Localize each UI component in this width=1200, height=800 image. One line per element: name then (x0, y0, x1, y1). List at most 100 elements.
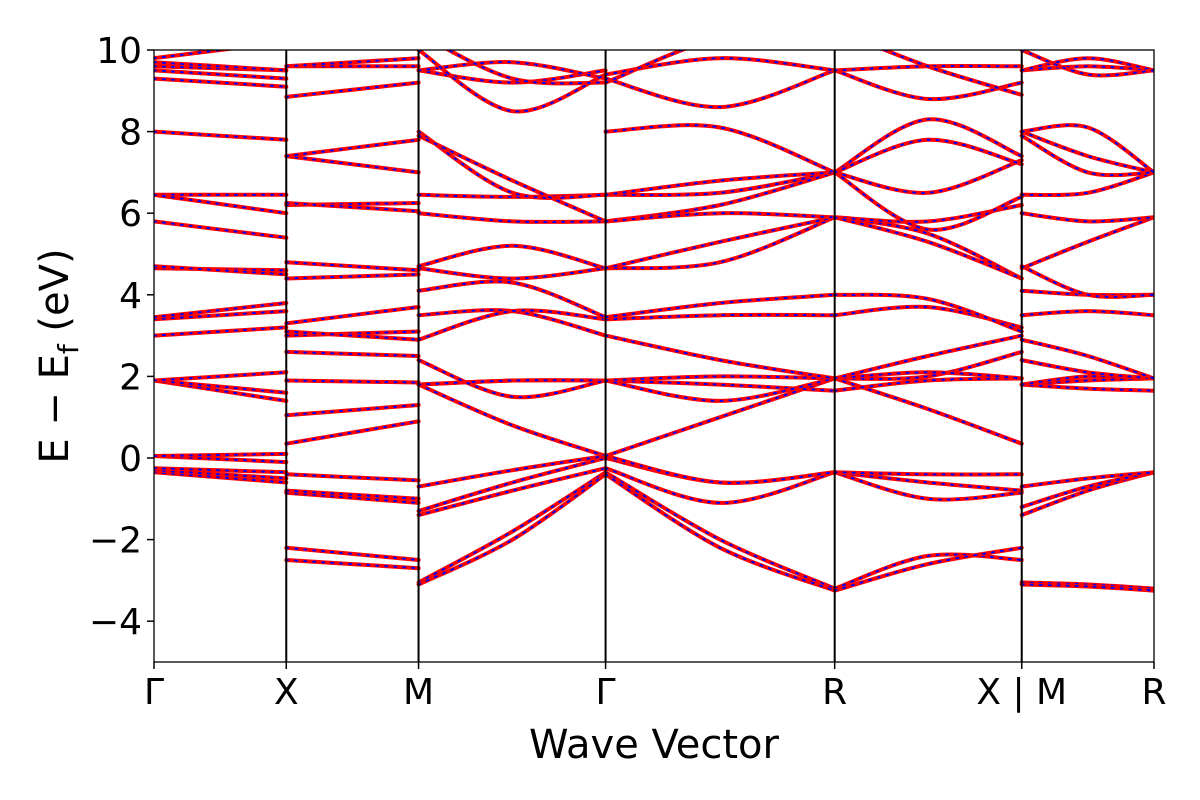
y-tick-label: −2 (89, 521, 142, 562)
band-overlay-seg0-band8 (154, 326, 288, 337)
band-overlay-seg2-band3 (417, 457, 607, 512)
band-overlay-seg2-band11 (417, 280, 607, 319)
band-overlay-seg0-band18 (154, 69, 288, 80)
band-overlay-seg3-band16 (604, 171, 836, 196)
band-overlay-seg0-band7 (154, 371, 288, 382)
x-tick-label-6: R (1141, 672, 1166, 713)
plot-frame (153, 49, 1155, 663)
band-overlay-seg0-band4 (154, 452, 288, 457)
band-overlay-seg4-band0 (833, 553, 1023, 590)
band-overlay-seg3-band8 (604, 377, 836, 402)
x-axis-title: Wave Vector (529, 722, 780, 768)
y-axis-title-main: E − E (32, 354, 78, 464)
kpoint-lines (285, 50, 1023, 662)
band-overlay-seg4-band15 (833, 159, 1023, 194)
band-line-seg4-band17 (832, 215, 1024, 281)
band-overlay-seg2-band8 (417, 359, 607, 399)
band-overlay-seg1-band13 (285, 261, 420, 272)
x-tick-label-2: M (403, 672, 434, 713)
band-overlay-seg0-band0 (154, 471, 288, 484)
band-overlay-seg5-band19 (1020, 57, 1154, 72)
band-overlay-seg0-band13 (154, 220, 288, 239)
band-line-seg4-band11 (832, 292, 1024, 334)
band-overlay-seg0-band17 (154, 77, 288, 88)
band-line-seg2-band5 (416, 382, 608, 458)
y-tick-label: −4 (89, 602, 142, 643)
band-overlay-seg2-band13 (417, 244, 607, 270)
band-overlay-seg1-band7 (285, 379, 420, 384)
band-overlay-seg1-band10 (285, 330, 420, 341)
band-overlay-seg1-band15 (285, 202, 420, 213)
y-axis-title: E − Ef (eV) (32, 248, 85, 463)
band-overlay-seg0-band1 (154, 469, 288, 480)
band-overlay-seg2-band17 (417, 134, 607, 223)
band-overlay-seg1-band5 (285, 420, 420, 445)
band-line-seg2-band21 (444, 50, 608, 86)
band-overlay-seg2-band1 (417, 473, 607, 586)
band-overlay-seg3-band17 (604, 212, 836, 223)
band-overlay-seg1-band6 (285, 404, 420, 417)
band-overlay-seg1-band17 (285, 138, 420, 158)
band-overlay-seg0-band16 (154, 130, 288, 141)
band-overlay-seg3-band10 (604, 313, 836, 321)
band-line-seg4-band7 (832, 349, 1024, 381)
band-overlay-seg5-band9 (1020, 310, 1154, 317)
band-overlay-seg3-band21 (604, 50, 685, 84)
band-overlay-seg5-band14 (1020, 171, 1154, 197)
y-tick-label: 4 (119, 276, 142, 317)
x-axis: Γ X M Γ R X | M R (144, 662, 1167, 713)
band-overlay-seg0-band10 (154, 302, 288, 319)
band-overlay-seg1-band9 (285, 330, 420, 337)
y-tick-label: 0 (119, 439, 142, 480)
band-overlay-seg4-band16 (833, 118, 1023, 174)
band-line-seg5-band21 (1019, 123, 1154, 175)
band-overlay-seg3-band2 (604, 467, 836, 504)
band-line-seg4-band8 (832, 370, 1024, 381)
y-tick-label: 6 (119, 194, 142, 235)
band-overlay-seg1-band2 (285, 491, 420, 504)
band-overlay-seg5-band15 (1020, 212, 1154, 223)
y-axis-title-unit: (eV) (32, 248, 78, 344)
band-line-seg2-band4 (416, 454, 608, 489)
band-overlay-seg2-band2 (417, 467, 607, 517)
y-tick-label: 2 (119, 357, 142, 398)
band-overlay-seg1-band4 (285, 473, 420, 482)
band-overlay-seg1-band21 (285, 57, 420, 68)
band-overlay-seg1-band18 (285, 81, 420, 98)
band-line-seg4-band9 (832, 333, 1024, 381)
y-tick-label: 8 (119, 113, 142, 154)
band-overlay-seg5-band18 (1020, 65, 1154, 72)
y-tick-label: 10 (96, 31, 142, 72)
band-overlay-seg1-band3 (285, 489, 420, 500)
band-overlay-seg4-band14 (833, 171, 1023, 231)
band-overlay-seg0-band12 (154, 265, 288, 276)
x-tick-label-3: Γ (596, 672, 616, 713)
band-overlay-seg3-band6 (604, 379, 836, 392)
band-overlay-seg0-band15 (154, 193, 288, 215)
band-overlay-seg0-band9 (154, 310, 288, 321)
band-overlay-seg3-band19 (604, 69, 836, 109)
band-overlay-seg3-band1 (604, 473, 836, 592)
y-axis: −4 −2 0 2 4 6 8 10 (89, 31, 154, 643)
band-line-seg5-band16 (1019, 129, 1154, 175)
band-overlay-seg3-band7 (604, 375, 836, 382)
x-tick-label-4: R (822, 672, 847, 713)
band-line-seg4-band4 (832, 470, 1024, 477)
band-overlay-seg3-band13 (604, 216, 836, 270)
band-overlay-seg5-band8 (1020, 359, 1154, 380)
band-line-seg5-band20 (1019, 50, 1154, 78)
band-overlay-seg2-band0 (417, 471, 607, 584)
bands-layer (154, 50, 1154, 593)
band-overlay-seg5-band1 (1020, 583, 1154, 592)
band-overlay-seg1-band16 (285, 155, 420, 174)
band-overlay-seg5-band17 (1020, 134, 1154, 177)
band-overlay-seg4-band18 (833, 138, 1023, 174)
band-overlay-seg2-band20 (417, 50, 607, 113)
band-overlay-seg4-band1 (833, 546, 1023, 592)
band-overlay-seg5-band4 (1020, 471, 1154, 488)
band-overlay-seg1-band0 (285, 559, 420, 570)
band-overlay-seg3-band14 (604, 171, 836, 197)
band-line-seg2-band12 (416, 266, 608, 281)
band-line-seg4-band2 (832, 470, 1024, 502)
